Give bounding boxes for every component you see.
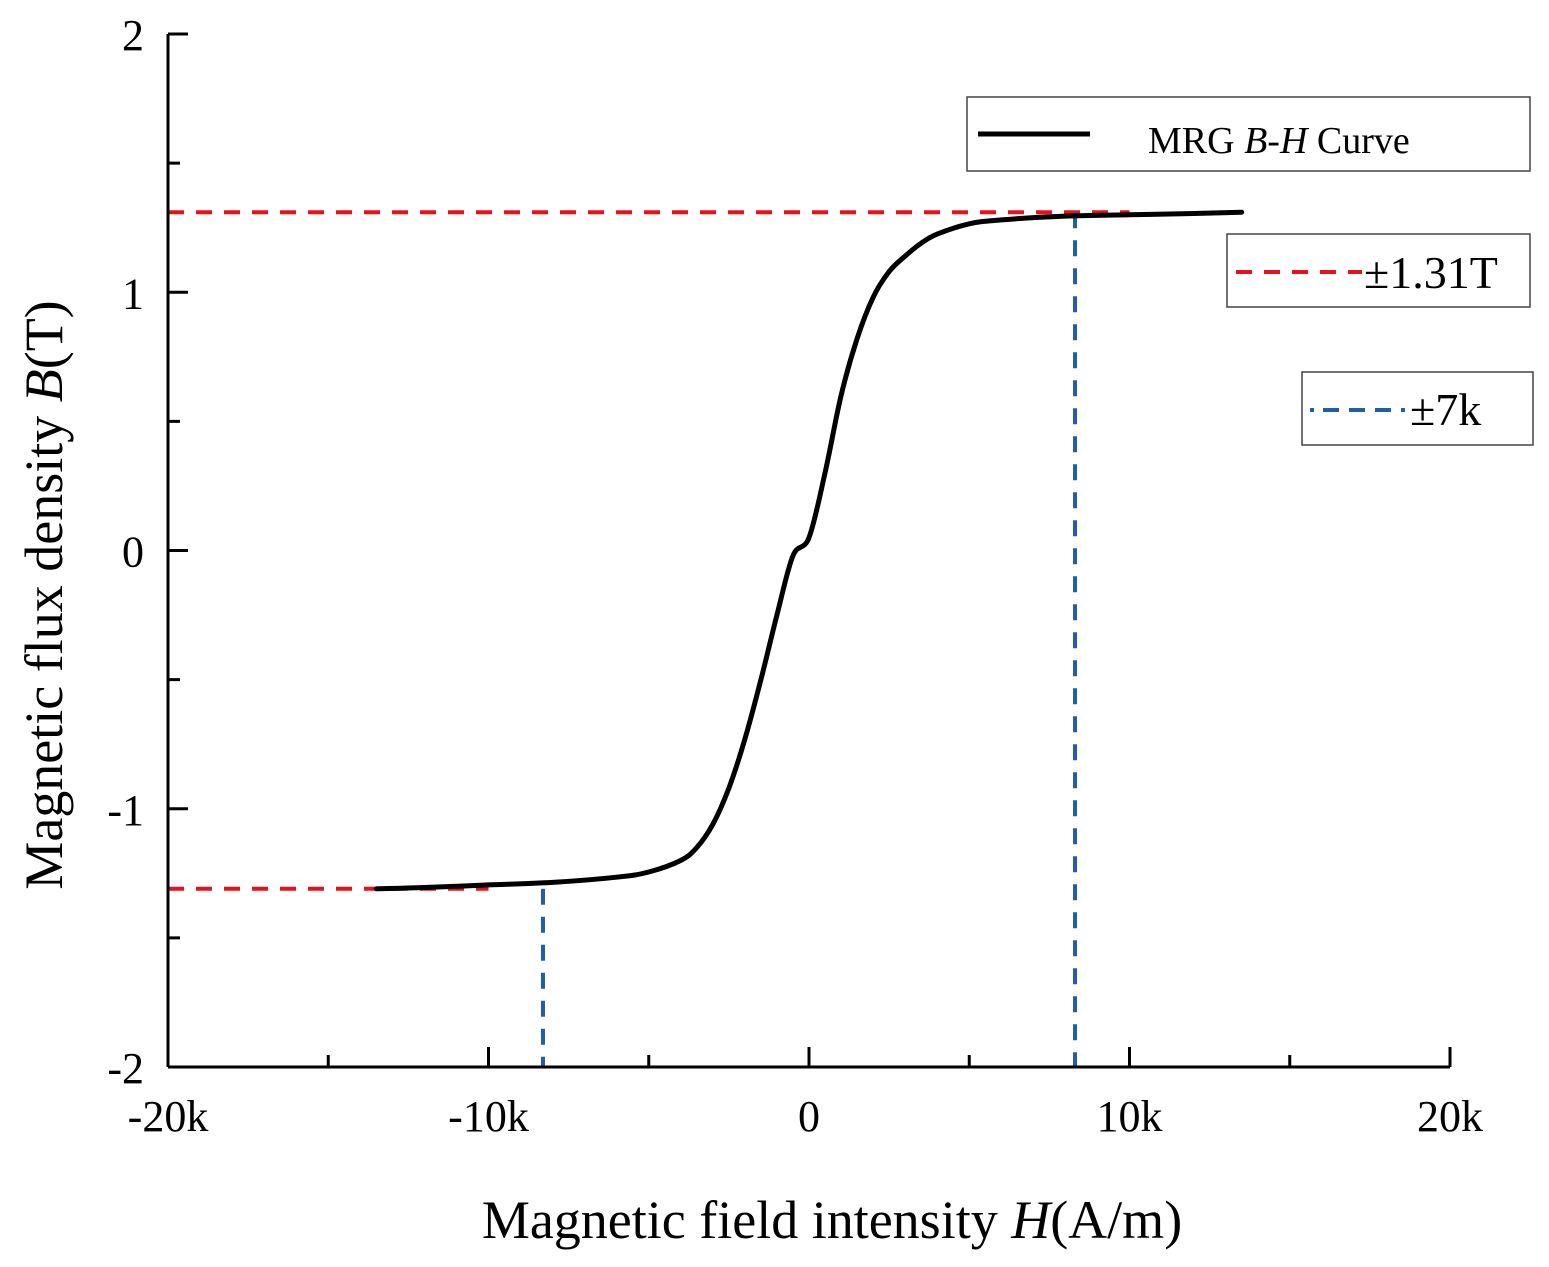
y-ticks: -2 -1 0 1 2: [107, 11, 188, 1093]
legend-series-label-var: B-H: [1244, 120, 1310, 162]
y-tick-label: -1: [107, 786, 144, 835]
legend-ref-vertical-label: ±7k: [1410, 384, 1481, 435]
legend-ref-horizontal-label: ±1.31T: [1364, 247, 1498, 298]
y-axis-title: Magnetic flux density B(T): [14, 300, 74, 889]
legend-series: MRG B-H Curve: [966, 96, 1531, 172]
x-axis-title-var: H: [1010, 1190, 1053, 1250]
x-ticks: -20k -10k 0 10k 20k: [128, 1047, 1483, 1141]
x-tick-label: 0: [798, 1092, 820, 1141]
x-tick-label: 20k: [1417, 1092, 1483, 1141]
y-axis-title-prefix: Magnetic flux density: [14, 402, 74, 889]
svg-text:MRG B-H Curve: MRG B-H Curve: [1148, 120, 1410, 162]
x-axis-title-prefix: Magnetic field intensity: [482, 1190, 1011, 1250]
x-tick-label: 10k: [1097, 1092, 1163, 1141]
y-tick-label: 2: [122, 11, 144, 60]
y-tick-label: -2: [107, 1044, 144, 1093]
y-tick-label: 1: [122, 269, 144, 318]
series-line-bh-curve: [373, 209, 1245, 892]
legend-series-label-suffix: Curve: [1307, 120, 1409, 162]
legend-ref-horizontal: ±1.31T: [1226, 233, 1531, 308]
x-tick-label: -10k: [448, 1092, 529, 1141]
y-tick-label: 0: [122, 528, 144, 577]
x-axis-title-unit: (A/m): [1050, 1190, 1182, 1250]
x-axis-title: Magnetic field intensity H(A/m): [482, 1190, 1182, 1250]
reference-lines: [168, 210, 1130, 1067]
x-tick-label: -20k: [128, 1092, 209, 1141]
y-axis-title-unit: (T): [14, 300, 74, 369]
legend-ref-vertical: ±7k: [1301, 371, 1534, 446]
legend-series-label-prefix: MRG: [1148, 120, 1244, 162]
y-axis-title-var: B: [14, 369, 74, 402]
